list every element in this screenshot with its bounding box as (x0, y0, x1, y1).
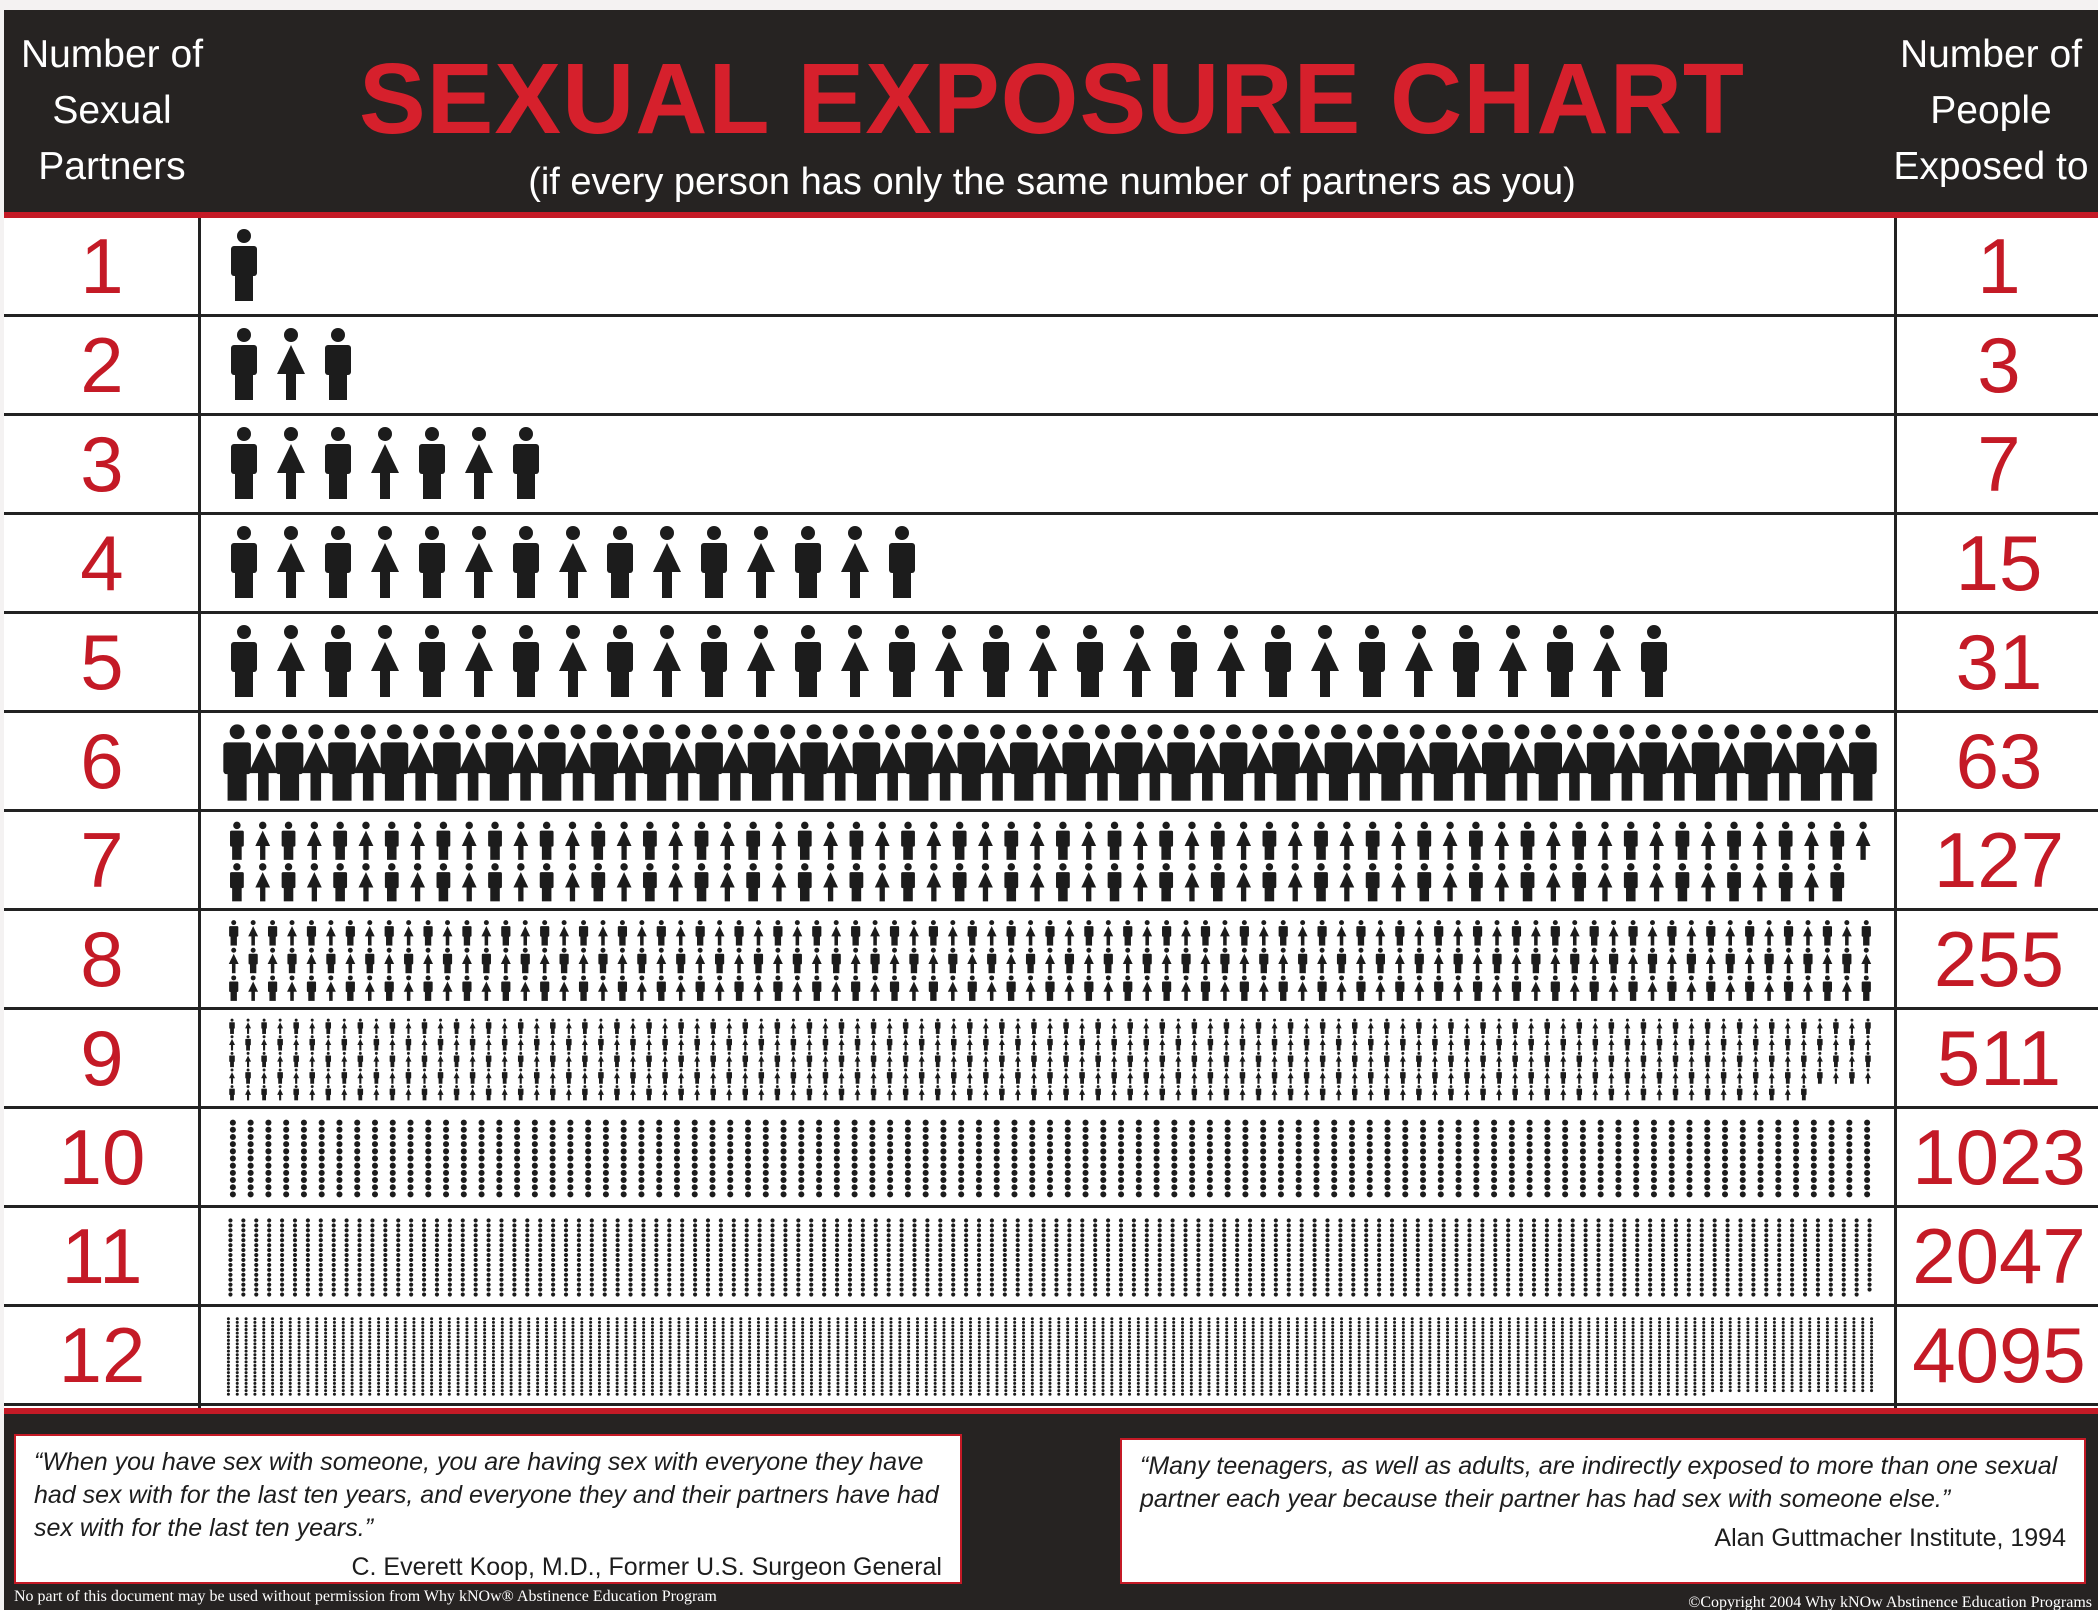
exposed-count-label: 127 (1933, 815, 2065, 904)
exposed-count-label: 1023 (1912, 1112, 2086, 1201)
permission-note: No part of this document may be used wit… (14, 1588, 717, 1605)
people-row-9 (229, 1018, 1871, 1101)
partners-count-label: 4 (80, 518, 124, 607)
people-row-3 (231, 427, 539, 499)
chart-row: 5 31 (4, 614, 2098, 713)
people-row-2 (231, 328, 351, 400)
koop-quote-text: “When you have sex with someone, you are… (34, 1448, 939, 1542)
partners-count-label: 3 (80, 419, 124, 508)
chart-row: 4 15 (4, 515, 2098, 614)
chart-row: 11 2047 (4, 1208, 2098, 1307)
partners-count-label: 2 (80, 320, 124, 409)
people-row-8 (228, 920, 1872, 1001)
people-row-4 (231, 526, 915, 598)
guttmacher-quote-text: “Many teenagers, as well as adults, are … (1140, 1452, 2058, 1513)
people-figures-plot (223, 229, 1877, 1396)
chart-title: SEXUAL EXPOSURE CHART (358, 43, 1746, 155)
right-column-header: Number of People Exposed to (1884, 10, 2098, 212)
people-row-6 (223, 724, 1877, 801)
exposed-count-label: 63 (1955, 716, 2043, 805)
partners-column-label: Number of Sexual Partners (20, 33, 204, 188)
exposed-count-label: 255 (1933, 914, 2065, 1003)
exposed-count-label: 1 (1977, 221, 2021, 310)
exposed-column-label: Number of People Exposed to (1893, 33, 2089, 188)
partners-count-label: 11 (61, 1211, 143, 1300)
chart-row: 6 63 (4, 713, 2098, 812)
right-divider (1894, 218, 1897, 1408)
koop-quote-source: C. Everett Koop, M.D., Former U.S. Surge… (351, 1553, 942, 1581)
exposure-grid: 1 1 2 3 3 7 4 15 5 31 6 63 7 127 8 255 9 511 10 1023 11 2047 1… (4, 218, 2098, 1408)
exposed-count-label: 511 (1936, 1013, 2062, 1102)
exposed-count-label: 31 (1955, 617, 2043, 706)
chart-row: 9 511 (4, 1010, 2098, 1109)
people-row-12 (226, 1317, 1874, 1396)
guttmacher-quote-source: Alan Guttmacher Institute, 1994 (1714, 1524, 2066, 1552)
exposed-count-label: 4095 (1912, 1310, 2086, 1399)
partners-count-label: 1 (80, 221, 124, 310)
people-row-5 (231, 625, 1667, 697)
partners-count-label: 5 (80, 617, 124, 706)
left-divider (198, 218, 201, 1408)
copyright-note: ©Copyright 2004 Why kNOw Abstinence Educ… (1688, 1594, 2092, 1611)
chart-row: 8 255 (4, 911, 2098, 1010)
exposed-count-label: 3 (1977, 320, 2021, 409)
people-row-10 (229, 1119, 1871, 1198)
people-row-11 (228, 1218, 1872, 1297)
chart-row: 7 127 (4, 812, 2098, 911)
people-row-7 (230, 821, 1871, 902)
partners-count-label: 12 (58, 1310, 146, 1399)
exposed-count-label: 15 (1955, 518, 2043, 607)
chart-row: 10 1023 (4, 1109, 2098, 1208)
people-row-1 (231, 229, 257, 301)
partners-count-label: 10 (58, 1112, 146, 1201)
chart-row: 12 4095 (4, 1307, 2098, 1406)
chart-header: Number of Sexual Partners SEXUAL EXPOSUR… (4, 10, 2098, 218)
partners-count-label: 8 (80, 914, 124, 1003)
chart-footer: “When you have sex with someone, you are… (4, 1408, 2098, 1611)
guttmacher-quote-box: “Many teenagers, as well as adults, are … (1120, 1438, 2086, 1584)
partners-count-label: 6 (80, 716, 124, 805)
exposed-count-label: 7 (1977, 419, 2021, 508)
exposed-count-label: 2047 (1912, 1211, 2086, 1300)
chart-subtitle: (if every person has only the same numbe… (528, 161, 1576, 203)
partners-count-label: 9 (80, 1013, 124, 1102)
partners-count-label: 7 (80, 815, 124, 904)
left-column-header: Number of Sexual Partners (4, 10, 220, 212)
koop-quote-box: “When you have sex with someone, you are… (14, 1434, 962, 1584)
